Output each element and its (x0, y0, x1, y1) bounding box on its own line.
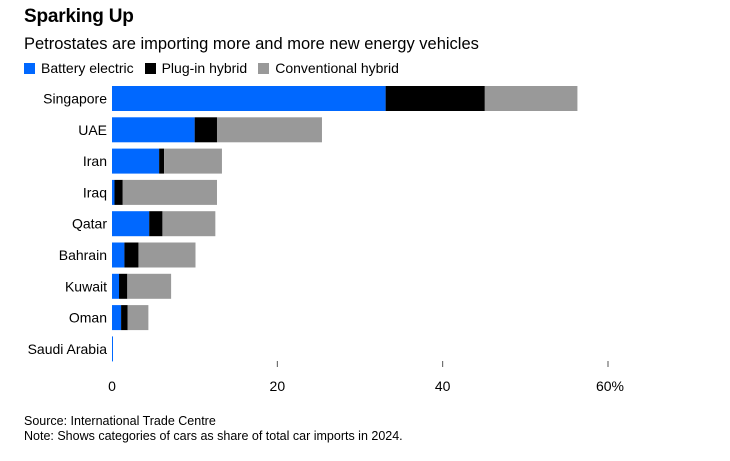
bar-kuwait-conventional-hybrid (127, 273, 172, 299)
chart-subtitle: Petrostates are importing more and more … (24, 35, 479, 53)
bar-oman-battery-electric (112, 305, 122, 331)
bar-iraq-conventional-hybrid (122, 179, 217, 205)
category-label-uae: UAE (78, 122, 107, 138)
bar-kuwait-battery-electric (112, 273, 120, 299)
x-axis: 0 20 40 60% (108, 361, 624, 394)
source-note: Source: International Trade Centre (24, 414, 216, 428)
category-label-iran: Iran (83, 153, 107, 169)
bar-iran-plug-in-hybrid (159, 148, 165, 174)
legend-label: Conventional hybrid (275, 60, 399, 76)
legend-item-conventional-hybrid: Conventional hybrid (258, 60, 399, 76)
bar-bahrain-battery-electric (112, 242, 125, 268)
bar-qatar-plug-in-hybrid (149, 211, 163, 237)
bar-iraq-battery-electric (112, 179, 115, 205)
bar-saudi-arabia-battery-electric (112, 336, 113, 362)
bar-oman-conventional-hybrid (127, 305, 149, 331)
bar-singapore-conventional-hybrid (484, 86, 578, 111)
footnote: Note: Shows categories of cars as share … (24, 429, 403, 443)
x-tick-label: 0 (108, 378, 116, 394)
bar-iran-conventional-hybrid (164, 148, 222, 174)
footer: Source: International Trade Centre Note:… (24, 414, 403, 444)
legend-item-battery-electric: Battery electric (24, 60, 134, 76)
bar-bahrain-conventional-hybrid (138, 242, 196, 268)
category-labels: Singapore UAE Iran Iraq Qatar Bahrain Kuwait Om… (28, 91, 108, 357)
bar-kuwait-plug-in-hybrid (119, 273, 128, 299)
bars-group (112, 86, 578, 362)
chart-title: Sparking Up (24, 6, 134, 27)
bar-bahrain-plug-in-hybrid (124, 242, 139, 268)
bar-qatar-battery-electric (112, 211, 150, 237)
category-label-kuwait: Kuwait (65, 278, 107, 294)
category-label-oman: Oman (69, 310, 107, 326)
legend-swatch-plug-in-hybrid (144, 62, 156, 74)
legend-item-plug-in-hybrid: Plug-in hybrid (144, 60, 248, 76)
category-label-saudi-arabia: Saudi Arabia (28, 341, 108, 357)
x-tick-label: 40 (435, 378, 451, 394)
legend-swatch-conventional-hybrid (258, 62, 270, 74)
bar-singapore-plug-in-hybrid (385, 86, 485, 111)
bar-iran-battery-electric (112, 148, 160, 174)
category-label-singapore: Singapore (43, 91, 107, 107)
x-tick-label: 60% (596, 378, 624, 394)
bar-uae-battery-electric (112, 117, 195, 143)
bar-singapore-battery-electric (112, 86, 386, 111)
category-label-bahrain: Bahrain (59, 247, 107, 263)
x-tick-label: 20 (270, 378, 286, 394)
bar-oman-plug-in-hybrid (121, 305, 128, 331)
legend-label: Battery electric (41, 60, 134, 76)
bar-uae-conventional-hybrid (216, 117, 322, 143)
category-label-qatar: Qatar (72, 216, 107, 232)
category-label-iraq: Iraq (83, 184, 107, 200)
bar-qatar-conventional-hybrid (162, 211, 216, 237)
bar-uae-plug-in-hybrid (194, 117, 217, 143)
legend-swatch-battery-electric (24, 62, 35, 74)
legend: Battery electric Plug-in hybrid Conventi… (24, 60, 410, 76)
legend-label: Plug-in hybrid (161, 60, 248, 76)
bar-iraq-plug-in-hybrid (114, 179, 123, 205)
